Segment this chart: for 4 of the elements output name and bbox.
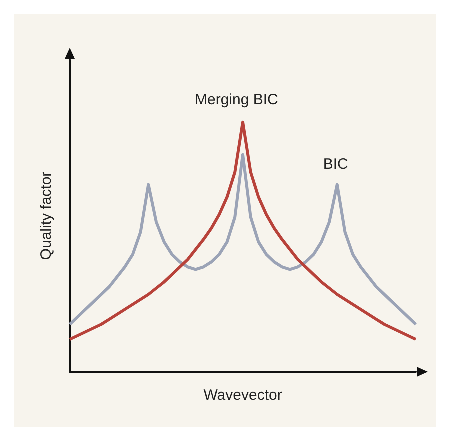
x-axis-title: Wavevector	[204, 387, 282, 404]
text: Merging BIC	[195, 91, 279, 108]
annotation: BIC	[323, 156, 349, 173]
y-axis-title: Quality factor	[38, 172, 55, 260]
